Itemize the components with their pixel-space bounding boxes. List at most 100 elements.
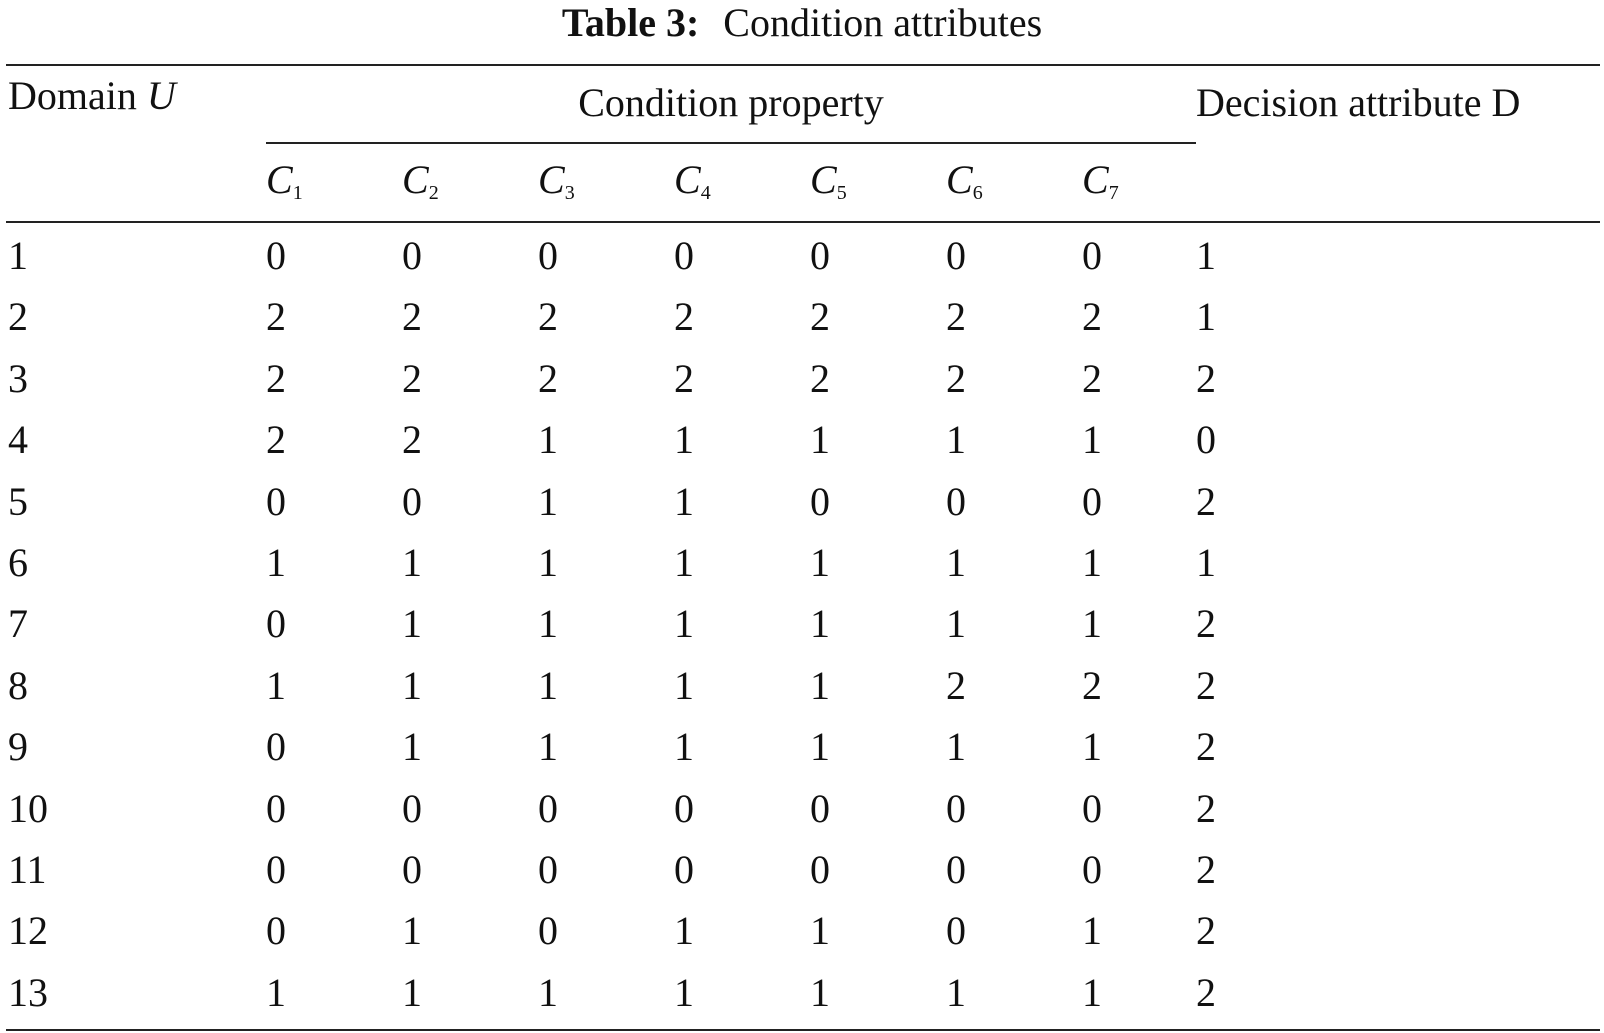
cell-domain: 1: [8, 233, 28, 278]
cell-condition-c5: 2: [810, 355, 830, 401]
header-condition-group: Condition property: [578, 80, 884, 125]
table-row: 12 0 1 0 1 1 0 1 2: [0, 904, 1604, 965]
table-row: 4 2 2 1 1 1 1 1 0: [0, 413, 1604, 474]
cell-condition-c5: 1: [810, 908, 830, 954]
cell-condition-c3: 0: [538, 846, 558, 892]
cell-condition-c5: 0: [810, 478, 830, 524]
header-domain: Domain U: [8, 73, 176, 119]
cell-condition-c4: 1: [674, 969, 694, 1015]
cell-condition-c6: 0: [946, 233, 966, 278]
condition-group-rule: [266, 142, 1196, 144]
cell-condition-c1: 2: [266, 417, 286, 463]
cell-decision: 1: [1196, 294, 1216, 340]
cell-domain: 12: [8, 908, 48, 954]
cell-condition-c4: 1: [674, 539, 694, 585]
cell-condition-c6: 2: [946, 355, 966, 401]
cell-decision: 2: [1196, 355, 1216, 401]
caption-text: Condition attributes: [723, 0, 1043, 45]
cell-condition-c3: 2: [538, 355, 558, 401]
table-row: 9 0 1 1 1 1 1 1 2: [0, 720, 1604, 781]
cell-domain: 8: [8, 662, 28, 708]
cell-condition-c6: 0: [946, 846, 966, 892]
cell-condition-c5: 1: [810, 724, 830, 770]
header-condition-var: C3: [538, 157, 575, 204]
cell-condition-c7: 1: [1082, 417, 1102, 463]
header-decision: Decision attribute D: [1196, 80, 1521, 125]
header-bottom-rule: [6, 221, 1600, 223]
cell-condition-c2: 1: [402, 539, 422, 585]
cell-decision: 1: [1196, 233, 1216, 278]
cell-condition-c1: 0: [266, 846, 286, 892]
cell-domain: 9: [8, 724, 28, 770]
cell-condition-c4: 2: [674, 294, 694, 340]
header-condition-var: C2: [402, 157, 439, 204]
cell-condition-c6: 1: [946, 969, 966, 1015]
cell-condition-c7: 1: [1082, 539, 1102, 585]
cell-condition-c7: 1: [1082, 908, 1102, 954]
cell-decision: 2: [1196, 846, 1216, 892]
cell-condition-c2: 1: [402, 969, 422, 1015]
cell-condition-c3: 2: [538, 294, 558, 340]
cell-condition-c1: 2: [266, 355, 286, 401]
cell-condition-c4: 1: [674, 478, 694, 524]
cell-condition-c2: 1: [402, 724, 422, 770]
cell-condition-c3: 1: [538, 662, 558, 708]
cell-condition-c6: 1: [946, 601, 966, 647]
cell-condition-c7: 0: [1082, 846, 1102, 892]
cell-condition-c3: 0: [538, 785, 558, 831]
cell-condition-c5: 1: [810, 662, 830, 708]
cell-condition-c6: 0: [946, 785, 966, 831]
cell-condition-c1: 0: [266, 233, 286, 278]
table-bottom-rule: [6, 1029, 1600, 1031]
cell-condition-c4: 1: [674, 908, 694, 954]
header-domain-label: Domain: [8, 73, 137, 118]
cell-condition-c7: 2: [1082, 662, 1102, 708]
cell-condition-c2: 1: [402, 908, 422, 954]
cell-condition-c7: 0: [1082, 478, 1102, 524]
cell-condition-c1: 1: [266, 539, 286, 585]
cell-condition-c3: 1: [538, 724, 558, 770]
cell-condition-c2: 2: [402, 294, 422, 340]
cell-condition-c6: 1: [946, 539, 966, 585]
cell-condition-c5: 1: [810, 417, 830, 463]
header-condition-var: C1: [266, 157, 303, 204]
cell-decision: 2: [1196, 969, 1216, 1015]
table-row: 8 1 1 1 1 1 2 2 2: [0, 659, 1604, 720]
cell-decision: 2: [1196, 478, 1216, 524]
cell-domain: 13: [8, 969, 48, 1015]
cell-decision: 0: [1196, 417, 1216, 463]
cell-condition-c5: 1: [810, 601, 830, 647]
cell-condition-c4: 0: [674, 785, 694, 831]
table-row: 11 0 0 0 0 0 0 0 2: [0, 843, 1604, 904]
header-domain-var: U: [146, 73, 176, 118]
caption-label: Table 3:: [561, 0, 700, 45]
header-condition-var: C5: [810, 157, 847, 204]
cell-domain: 4: [8, 417, 28, 463]
table-top-rule: [6, 64, 1600, 66]
cell-condition-c5: 1: [810, 969, 830, 1015]
cell-domain: 3: [8, 355, 28, 401]
cell-condition-c4: 1: [674, 662, 694, 708]
cell-condition-c2: 2: [402, 355, 422, 401]
cell-condition-c7: 0: [1082, 785, 1102, 831]
cell-condition-c6: 1: [946, 417, 966, 463]
cell-condition-c4: 0: [674, 233, 694, 278]
table-row: 6 1 1 1 1 1 1 1 1: [0, 536, 1604, 597]
cell-condition-c5: 1: [810, 539, 830, 585]
cell-domain: 7: [8, 601, 28, 647]
table-row: 2 2 2 2 2 2 2 2 1: [0, 290, 1604, 351]
cell-condition-c7: 1: [1082, 724, 1102, 770]
cell-domain: 6: [8, 539, 28, 585]
cell-condition-c4: 1: [674, 601, 694, 647]
header-condition-var: C6: [946, 157, 983, 204]
header-condition-var: C4: [674, 157, 711, 204]
cell-condition-c1: 0: [266, 785, 286, 831]
cell-condition-c7: 0: [1082, 233, 1102, 278]
cell-decision: 2: [1196, 662, 1216, 708]
cell-condition-c6: 2: [946, 294, 966, 340]
cell-decision: 2: [1196, 785, 1216, 831]
cell-domain: 11: [8, 846, 47, 892]
cell-condition-c1: 0: [266, 478, 286, 524]
cell-condition-c3: 0: [538, 908, 558, 954]
